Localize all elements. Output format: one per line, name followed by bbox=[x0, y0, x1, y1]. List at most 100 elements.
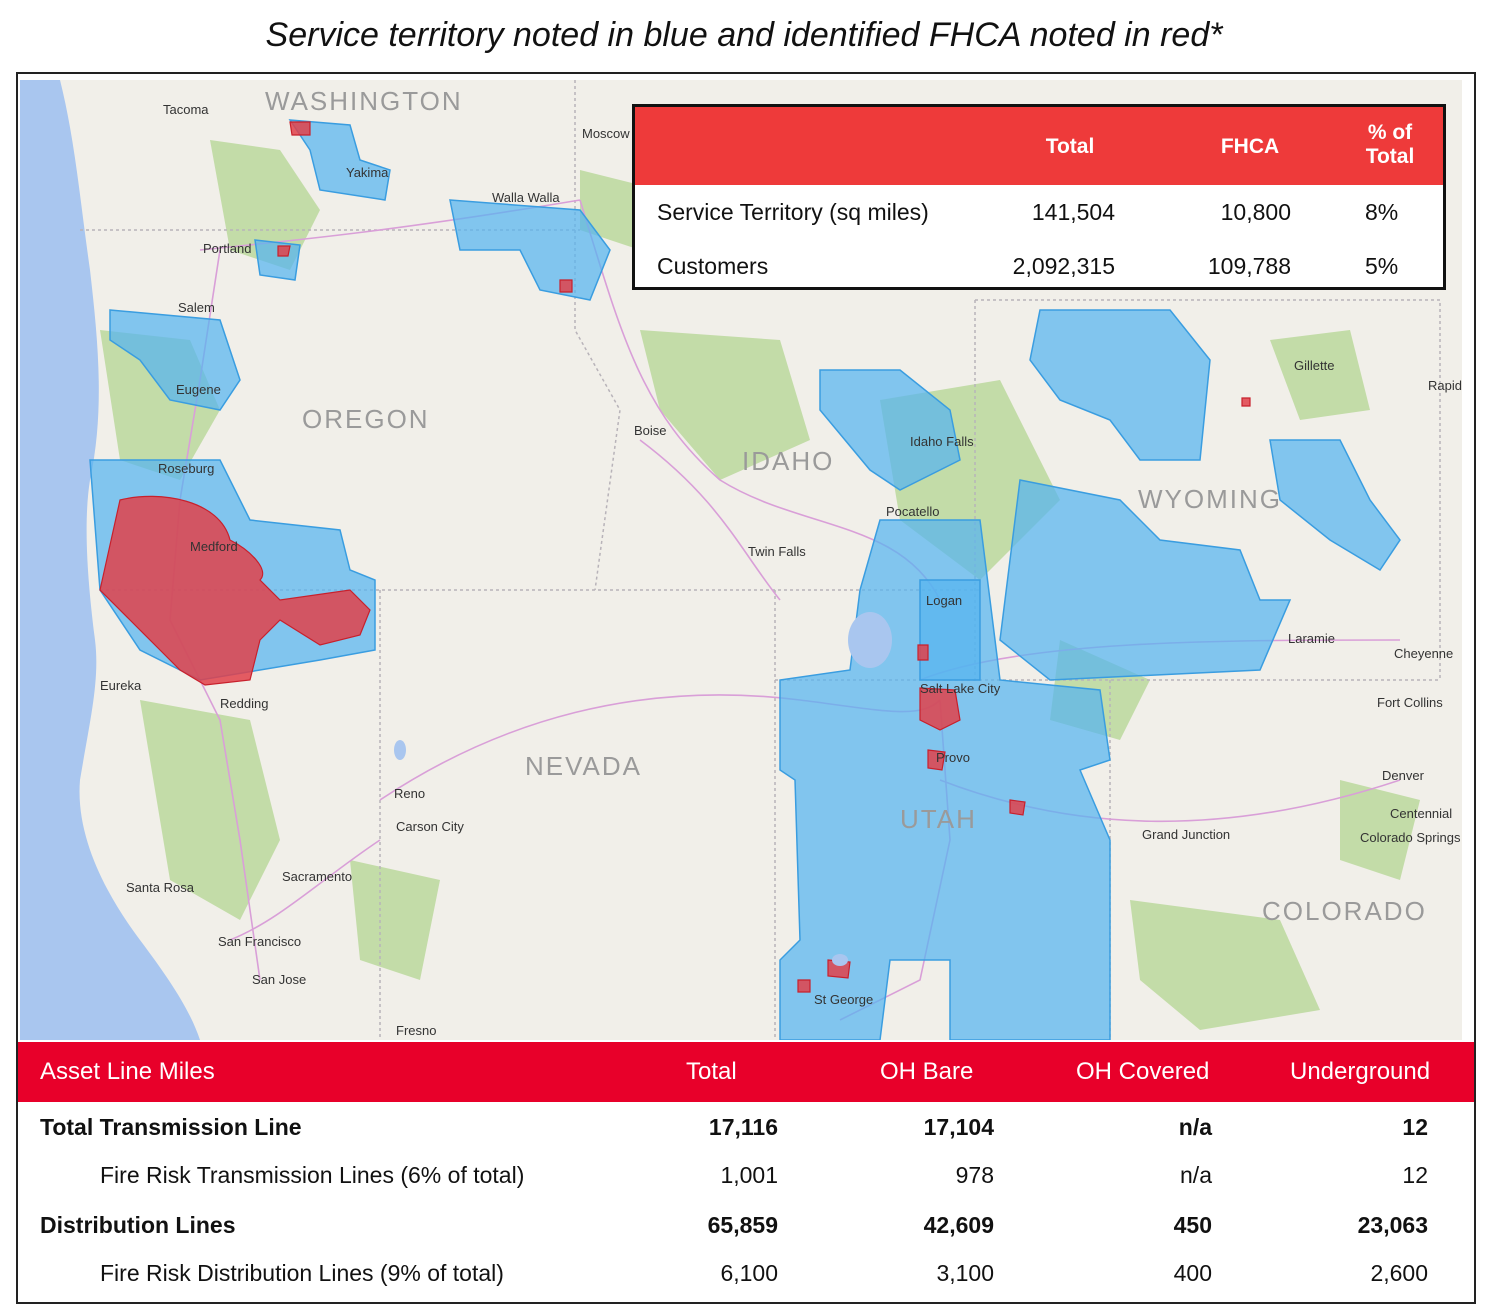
fhca-portland bbox=[277, 245, 291, 257]
asset-row-label: Fire Risk Transmission Lines (6% of tota… bbox=[100, 1162, 525, 1188]
summary-row-label: Service Territory (sq miles) bbox=[657, 199, 929, 225]
city-label: Logan bbox=[926, 593, 962, 608]
salem-eugene-area bbox=[109, 309, 241, 411]
city-label: Eugene bbox=[176, 382, 221, 397]
washington-yakima-area bbox=[288, 119, 391, 201]
asset-row-total: 65,859 bbox=[707, 1212, 778, 1238]
city-label: Eureka bbox=[100, 678, 142, 693]
fhca-salt-lake-city bbox=[919, 687, 961, 731]
asset-header-underground: Underground bbox=[1290, 1058, 1431, 1085]
city-label: Cheyenne bbox=[1394, 646, 1453, 661]
summary-row-label: Customers bbox=[657, 253, 769, 279]
summary-row-pct: 8% bbox=[1365, 199, 1399, 225]
city-label: Pocatello bbox=[886, 504, 939, 519]
summary-row-fhca: 109,788 bbox=[1207, 253, 1291, 279]
asset-row-total: 17,116 bbox=[708, 1114, 778, 1140]
wyoming-south-area bbox=[999, 479, 1292, 681]
city-label: Fresno bbox=[396, 1023, 436, 1038]
summary-header-total: Total bbox=[1045, 135, 1095, 158]
asset-row-underground: 2,600 bbox=[1370, 1260, 1428, 1286]
fhca-regions bbox=[99, 121, 1251, 993]
city-label: Fort Collins bbox=[1377, 695, 1443, 710]
city-label: Salem bbox=[178, 300, 215, 315]
state-label-idaho: IDAHO bbox=[742, 446, 834, 476]
page-title: Service territory noted in blue and iden… bbox=[265, 16, 1223, 54]
asset-row-oh-covered: n/a bbox=[1178, 1114, 1212, 1140]
state-label-utah: UTAH bbox=[900, 804, 977, 834]
city-label: Walla Walla bbox=[492, 190, 560, 205]
city-label: Laramie bbox=[1288, 631, 1335, 646]
asset-header-oh-bare: OH Bare bbox=[880, 1058, 974, 1085]
asset-row-oh-covered: n/a bbox=[1180, 1162, 1212, 1188]
wyoming-east-area bbox=[1269, 439, 1401, 572]
city-label: Gillette bbox=[1294, 358, 1334, 373]
city-label: Idaho Falls bbox=[910, 434, 974, 449]
city-label: Grand Junction bbox=[1142, 827, 1230, 842]
state-label-colorado: COLORADO bbox=[1262, 896, 1427, 926]
fhca-provo bbox=[927, 749, 946, 771]
city-label: Provo bbox=[936, 750, 970, 765]
asset-row-underground: 23,063 bbox=[1357, 1212, 1428, 1238]
summary-row-total: 2,092,315 bbox=[1012, 253, 1115, 279]
asset-header-oh-covered: OH Covered bbox=[1076, 1058, 1210, 1085]
city-label: Yakima bbox=[346, 165, 389, 180]
summary-header-fhca: FHCA bbox=[1220, 135, 1280, 158]
city-label: Boise bbox=[634, 423, 667, 438]
city-label: Rapid bbox=[1428, 378, 1462, 393]
summary-row-fhca: 10,800 bbox=[1220, 199, 1291, 225]
asset-row-oh-bare: 42,609 bbox=[923, 1212, 994, 1238]
fhca-utah-east bbox=[1009, 799, 1026, 816]
asset-row-label: Total Transmission Line bbox=[40, 1114, 302, 1140]
state-labels: WASHINGTON OREGON IDAHO WYOMING NEVADA U… bbox=[265, 86, 1427, 926]
asset-row-label: Distribution Lines bbox=[40, 1212, 236, 1238]
pacific-ocean bbox=[20, 80, 200, 1040]
summary-row-pct: 5% bbox=[1365, 253, 1399, 279]
city-label: Centennial bbox=[1390, 806, 1452, 821]
summary-row-total: 141,504 bbox=[1031, 199, 1115, 225]
asset-row-label: Fire Risk Distribution Lines (9% of tota… bbox=[100, 1260, 504, 1286]
wyoming-north-area bbox=[1029, 309, 1211, 461]
asset-row-oh-covered: 400 bbox=[1173, 1260, 1212, 1286]
fhca-yakima bbox=[289, 121, 311, 136]
asset-row-oh-bare: 978 bbox=[955, 1162, 994, 1188]
city-label: Twin Falls bbox=[748, 544, 806, 559]
asset-header-label: Asset Line Miles bbox=[40, 1058, 215, 1085]
city-labels: Tacoma Moscow Yakima Walla Walla Portlan… bbox=[100, 102, 1462, 1038]
city-label: San Jose bbox=[252, 972, 306, 987]
idaho-falls-area bbox=[819, 369, 961, 491]
city-label: Reno bbox=[394, 786, 425, 801]
city-label: St George bbox=[814, 992, 873, 1007]
fhca-logan bbox=[917, 644, 929, 661]
city-label: Carson City bbox=[396, 819, 464, 834]
asset-row-oh-bare: 17,104 bbox=[923, 1114, 994, 1140]
asset-row-underground: 12 bbox=[1402, 1114, 1428, 1140]
city-label: Medford bbox=[190, 539, 238, 554]
city-label: Denver bbox=[1382, 768, 1425, 783]
city-label: Santa Rosa bbox=[126, 880, 195, 895]
territory-summary-table: Total FHCA % of Total Service Territory … bbox=[632, 104, 1446, 290]
asset-row-oh-covered: 450 bbox=[1173, 1212, 1212, 1238]
asset-row-oh-bare: 3,100 bbox=[936, 1260, 994, 1286]
city-label: Colorado Springs bbox=[1360, 830, 1461, 845]
asset-row-total: 6,100 bbox=[720, 1260, 778, 1286]
city-label: Salt Lake City bbox=[920, 681, 1001, 696]
state-label-wyoming: WYOMING bbox=[1138, 484, 1282, 514]
lakes bbox=[394, 612, 892, 966]
state-label-nevada: NEVADA bbox=[525, 751, 642, 781]
fhca-walla-walla bbox=[559, 279, 573, 293]
fhca-southern-oregon bbox=[99, 495, 371, 686]
walla-walla-area bbox=[449, 199, 611, 301]
city-label: Tacoma bbox=[163, 102, 209, 117]
asset-header-row: Asset Line Miles Total OH Bare OH Covere… bbox=[18, 1042, 1474, 1102]
fhca-idaho-falls bbox=[1241, 397, 1251, 407]
city-label: San Francisco bbox=[218, 934, 301, 949]
city-label: Portland bbox=[203, 241, 251, 256]
fhca-st-george-2 bbox=[797, 979, 811, 993]
city-label: Roseburg bbox=[158, 461, 214, 476]
asset-row-underground: 12 bbox=[1402, 1162, 1428, 1188]
state-label-washington: WASHINGTON bbox=[265, 86, 463, 116]
city-label: Sacramento bbox=[282, 869, 352, 884]
city-label: Redding bbox=[220, 696, 268, 711]
city-label: Moscow bbox=[582, 126, 630, 141]
summary-header-row: Total FHCA % of Total bbox=[635, 107, 1443, 185]
